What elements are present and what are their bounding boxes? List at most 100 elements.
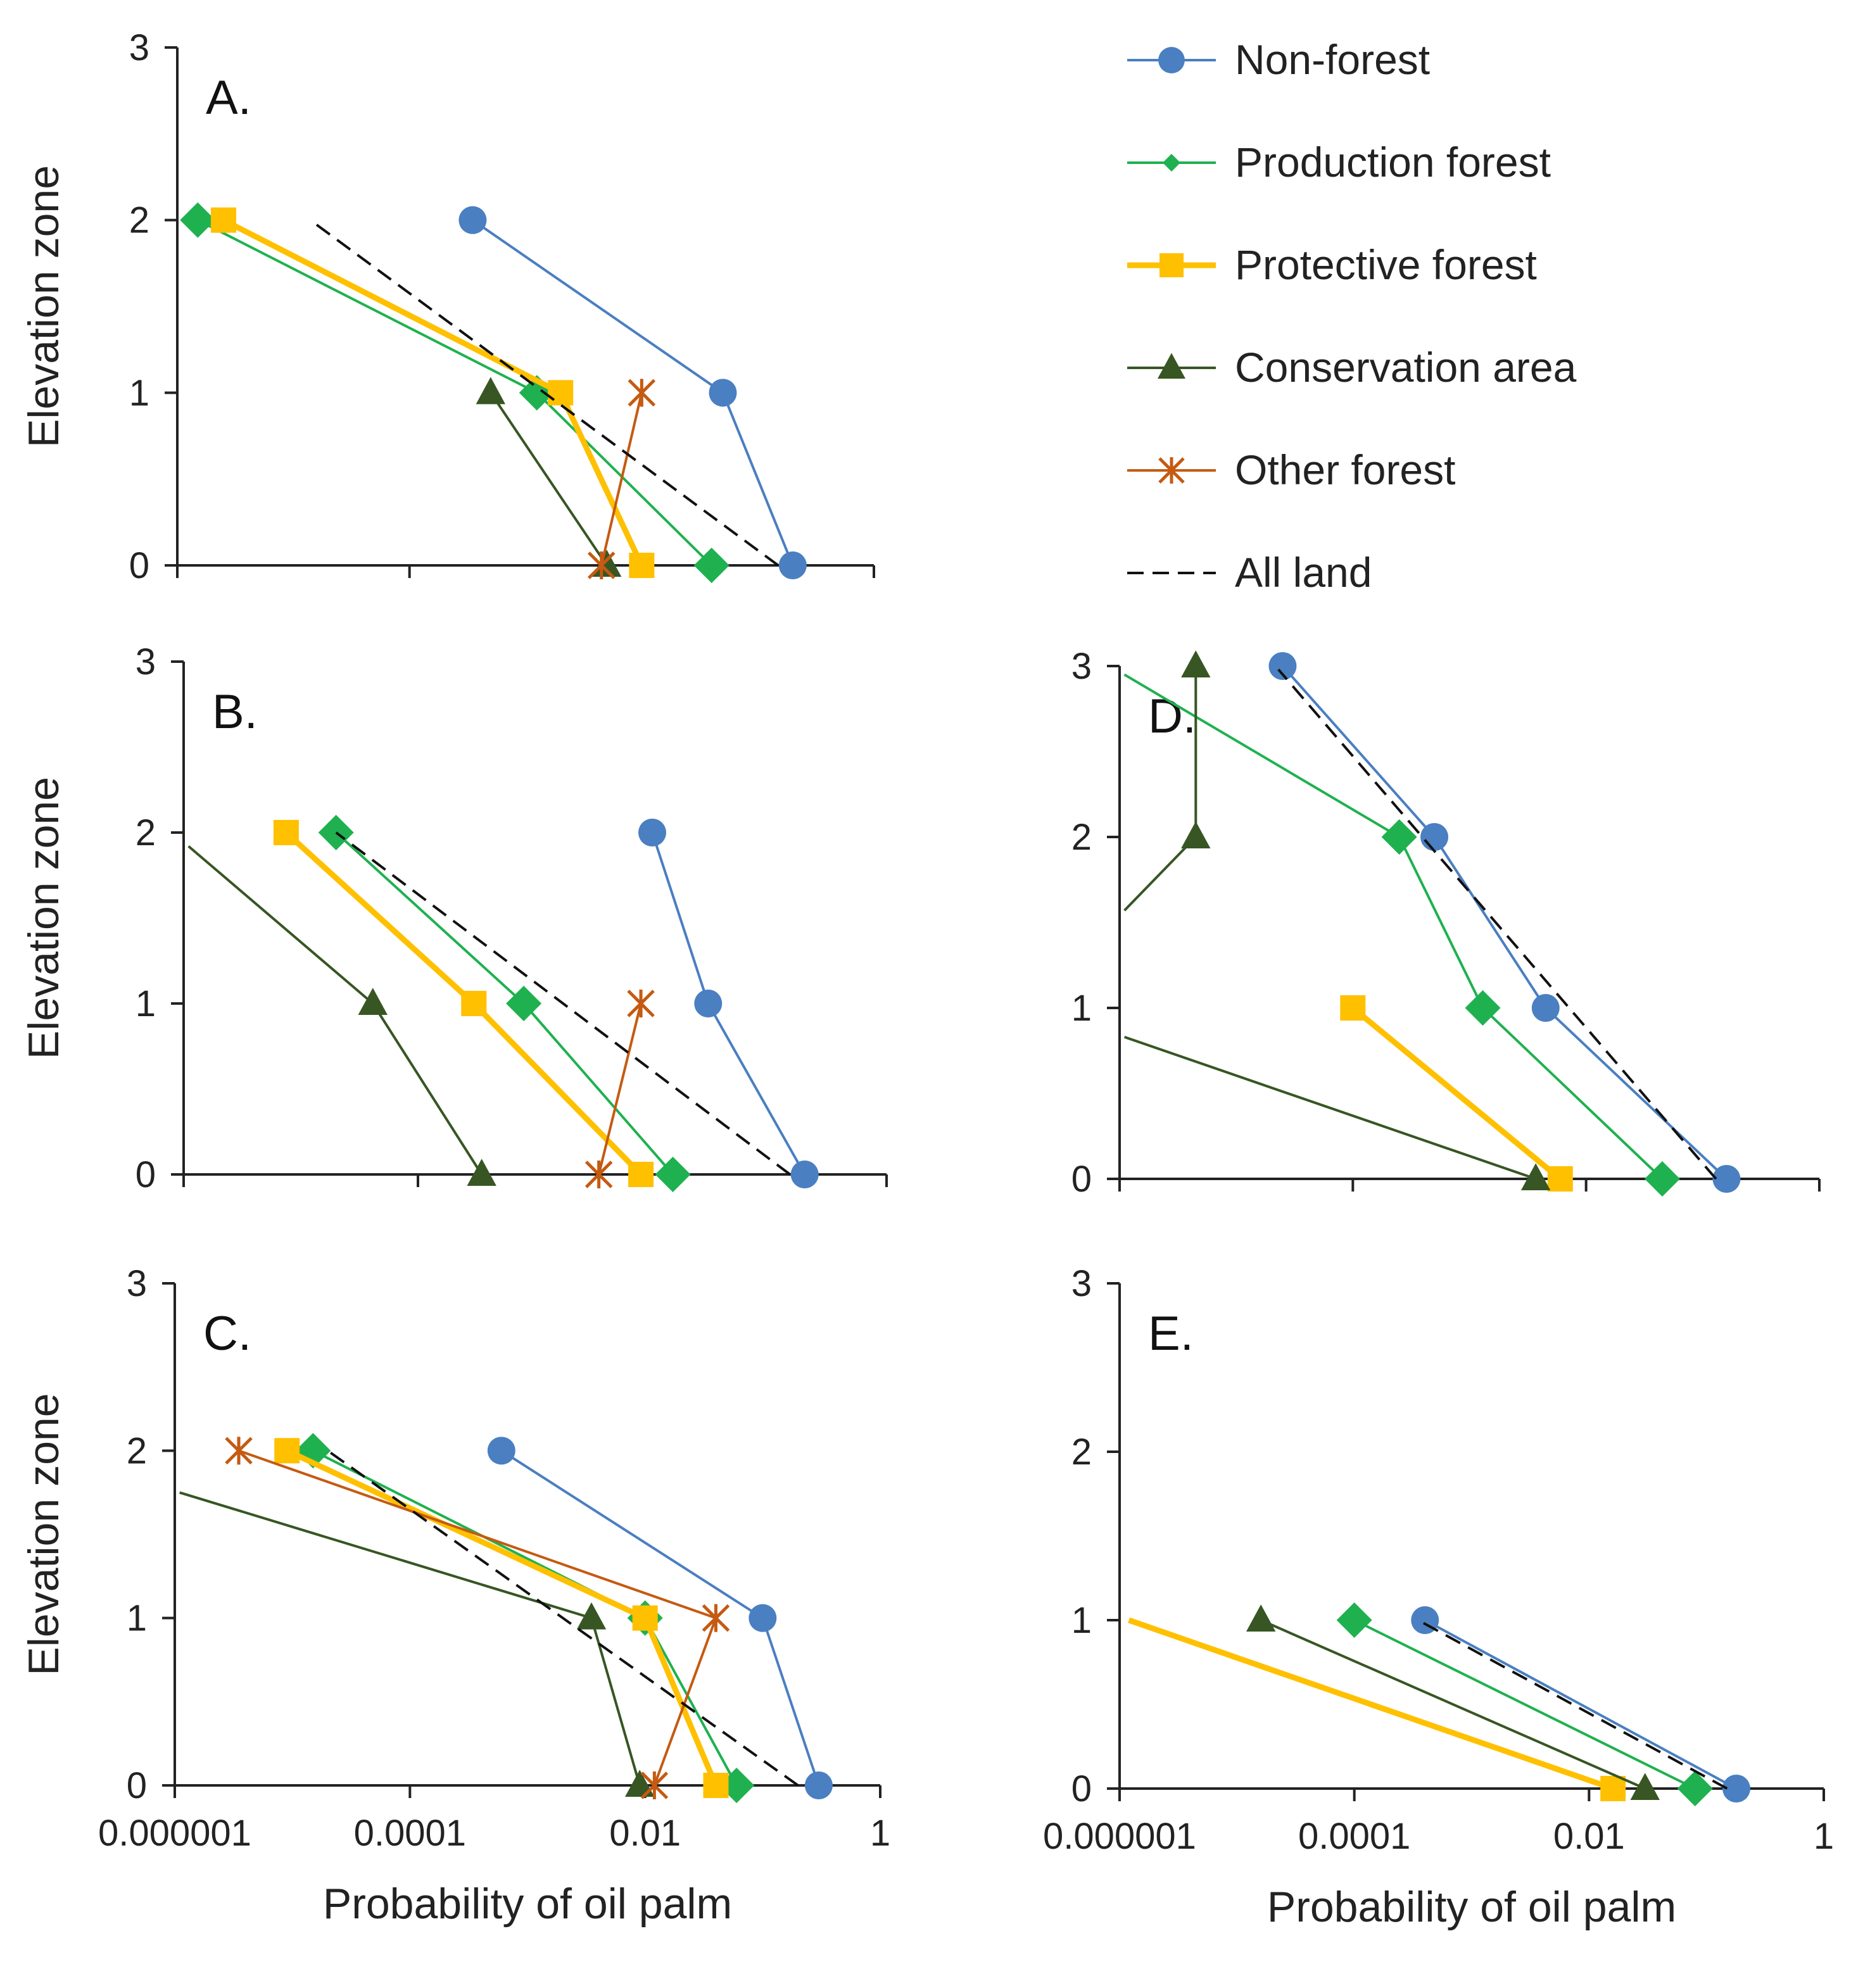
legend-entry-other: Other forest (1127, 446, 1455, 493)
series-line-conservation-B (187, 845, 483, 1176)
data-point-production-A (180, 202, 216, 238)
y-tick-label-D: 3 (1071, 646, 1092, 687)
data-point-nonforest-E (1722, 1775, 1750, 1802)
x-tick-label-C: 0.0001 (354, 1813, 466, 1854)
series-line-all-B (335, 831, 791, 1176)
legend-entry-all: All land (1127, 549, 1372, 596)
data-point-nonforest-A (778, 551, 807, 579)
series-production-D (1123, 673, 1680, 1197)
series-conservation-B (187, 845, 496, 1186)
legend-marker-other (1158, 457, 1185, 484)
data-point-nonforest-B (694, 990, 723, 1017)
data-point-conservation-E (1630, 1773, 1660, 1800)
data-point-protective-D (1547, 1166, 1573, 1192)
data-point-conservation-C (576, 1602, 607, 1630)
data-point-nonforest-D (1268, 652, 1297, 680)
series-line-protective-D (1351, 1005, 1562, 1181)
data-point-protective-A (210, 207, 236, 233)
series-conservation-C (179, 1491, 655, 1797)
legend-entry-nonforest: Non-forest (1127, 36, 1430, 83)
data-point-conservation-E (1246, 1604, 1276, 1632)
data-point-production-D (1381, 819, 1417, 855)
series-other-B (584, 990, 655, 1188)
data-point-other-C (225, 1437, 253, 1465)
data-point-protective-B (273, 820, 299, 845)
legend-label-protective: Protective forest (1235, 241, 1537, 288)
series-conservation-A (476, 377, 622, 577)
panel-letter-D: D. (1148, 689, 1196, 743)
series-line-production-D (1123, 673, 1664, 1180)
data-point-protective-C (632, 1605, 658, 1631)
legend-marker-nonforest (1158, 47, 1185, 73)
y-axis-title-C: Elevation zone (20, 1393, 68, 1675)
data-point-conservation_upper-D (1181, 821, 1211, 848)
legend-entry-protective: Protective forest (1127, 241, 1537, 288)
series-conservation_upper-D (1123, 650, 1211, 912)
y-tick-label-C: 3 (127, 1263, 147, 1304)
data-point-other-B (584, 1161, 613, 1188)
x-tick-label-E: 0.0001 (1298, 1816, 1410, 1857)
series-protective-A (210, 207, 655, 578)
series-conservation-D (1123, 1036, 1551, 1190)
data-point-protective-E (1600, 1776, 1626, 1801)
legend-label-other: Other forest (1235, 446, 1455, 493)
x-tick-label-E: 0.000001 (1043, 1816, 1196, 1857)
data-point-production-D (1465, 990, 1501, 1026)
series-line-protective-A (222, 217, 645, 567)
series-nonforest-B (638, 819, 819, 1188)
y-tick-label-D: 1 (1071, 988, 1092, 1029)
y-axis-title-B: Elevation zone (20, 777, 68, 1059)
x-axis-title-C: Probability of oil palm (323, 1880, 732, 1928)
panel-A: 0 1 2 3 Elevation zone A. (20, 27, 875, 586)
series-all-A (309, 219, 780, 567)
legend-marker-conservation (1157, 353, 1186, 379)
y-tick-label-E: 1 (1071, 1600, 1092, 1641)
series-conservation-E (1246, 1604, 1660, 1800)
data-point-production-B (506, 986, 542, 1021)
y-tick-label-C: 2 (127, 1430, 147, 1471)
data-point-protective-B (628, 1162, 654, 1187)
data-point-other-C (702, 1604, 730, 1632)
x-tick-label-C: 0.000001 (98, 1813, 251, 1854)
data-point-nonforest-D (1712, 1165, 1741, 1193)
data-point-nonforest-C (749, 1604, 777, 1632)
series-nonforest-E (1411, 1606, 1750, 1802)
y-tick-label-A: 3 (129, 27, 149, 68)
y-tick-label-D: 2 (1071, 817, 1092, 858)
y-tick-label-B: 0 (136, 1154, 156, 1195)
series-line-nonforest-D (1281, 665, 1728, 1180)
data-point-other-B (627, 990, 655, 1017)
series-line-other-B (597, 1003, 643, 1175)
panel-E: 0 1 2 3 0.000001 0.0001 0.01 1 Probability of oi… (1043, 1263, 1834, 1931)
data-point-conservation-B (358, 988, 388, 1015)
series-line-all-D (1277, 669, 1717, 1180)
panel-D: 0 1 2 3 D. (1071, 646, 1821, 1200)
series-line-production-E (1353, 1619, 1696, 1790)
data-point-conservation-A (476, 377, 506, 405)
y-tick-label-A: 0 (129, 545, 149, 586)
series-line-nonforest-B (651, 832, 806, 1175)
legend-entry-production: Production forest (1127, 139, 1551, 186)
series-line-conservation-D (1123, 1036, 1536, 1180)
data-point-protective-A (548, 380, 574, 406)
x-tick-label-E: 0.01 (1553, 1816, 1625, 1857)
data-point-production-E (1336, 1602, 1372, 1638)
legend-label-conservation: Conservation area (1235, 344, 1577, 391)
y-axis-title-A: Elevation zone (20, 165, 68, 448)
series-line-production-B (335, 831, 674, 1176)
series-line-nonforest-E (1424, 1619, 1737, 1790)
series-line-conservation-C (179, 1491, 641, 1786)
data-point-protective-C (274, 1438, 300, 1464)
legend-label-nonforest: Non-forest (1235, 36, 1430, 83)
data-point-nonforest-A (458, 206, 487, 234)
series-all-D (1277, 669, 1717, 1180)
data-point-protective-C (703, 1773, 729, 1798)
series-line-other-A (600, 392, 643, 566)
y-tick-label-C: 0 (127, 1765, 147, 1806)
series-line-production-A (197, 218, 713, 567)
series-line-all-C (327, 1449, 799, 1787)
series-production-A (180, 202, 730, 583)
series-all-E (1417, 1619, 1728, 1790)
data-point-nonforest-C (804, 1771, 833, 1799)
data-point-nonforest-D (1420, 823, 1449, 851)
